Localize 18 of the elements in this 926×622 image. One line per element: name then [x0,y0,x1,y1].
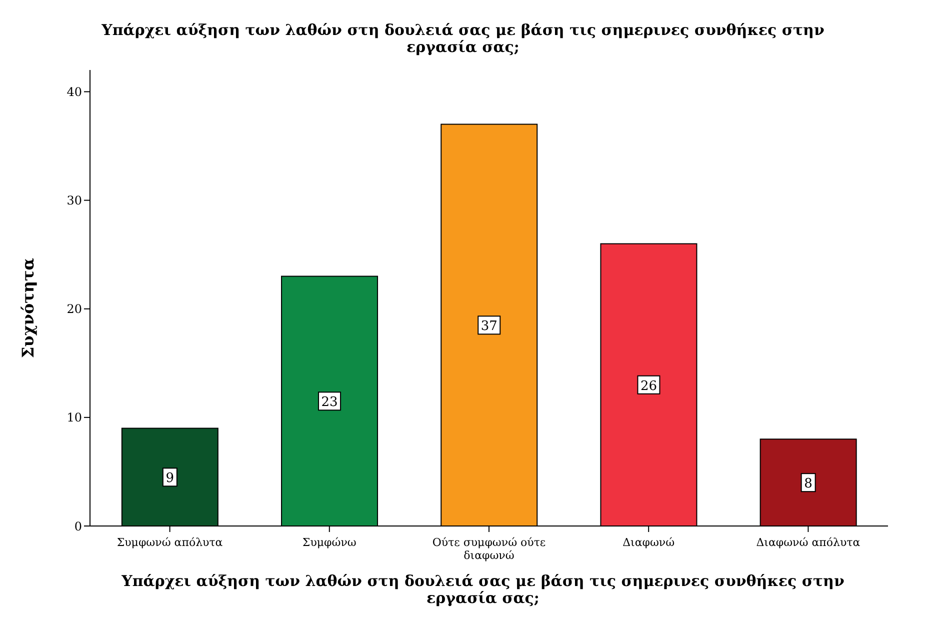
x-tick-label: Ούτε συμφωνώ ούτε διαφωνώ [432,536,546,562]
x-tick-label: Συμφωνώ απόλυτα [116,536,224,549]
y-tick-label: 30 [66,194,82,208]
x-tick-label: Διαφωνώ απόλυτα [756,536,861,549]
x-tick-label: Συμφώνω [302,536,356,549]
data-label: 37 [480,319,498,334]
y-tick-label: 40 [66,84,82,99]
y-axis-title: Συχνότητα [18,258,38,358]
y-tick-label: 0 [74,519,82,534]
x-tick-label: Διαφωνώ [622,536,675,549]
chart-title: Υπάρχει αύξηση των λαθών στη δουλειά σας με βάση τις σημερινες συνθήκες στην εργασία σας; [100,21,826,56]
y-tick-label: 20 [66,302,82,316]
data-label: 26 [640,378,657,394]
data-label: 23 [321,395,338,410]
y-tick-label: 10 [66,410,82,425]
data-label: 8 [804,476,812,492]
data-label: 9 [166,471,174,486]
x-axis-title: Υπάρχει αύξηση των λαθών στη δουλειά σας με βάση τις σημερινες συνθήκες στην εργασία σας; [120,572,846,607]
